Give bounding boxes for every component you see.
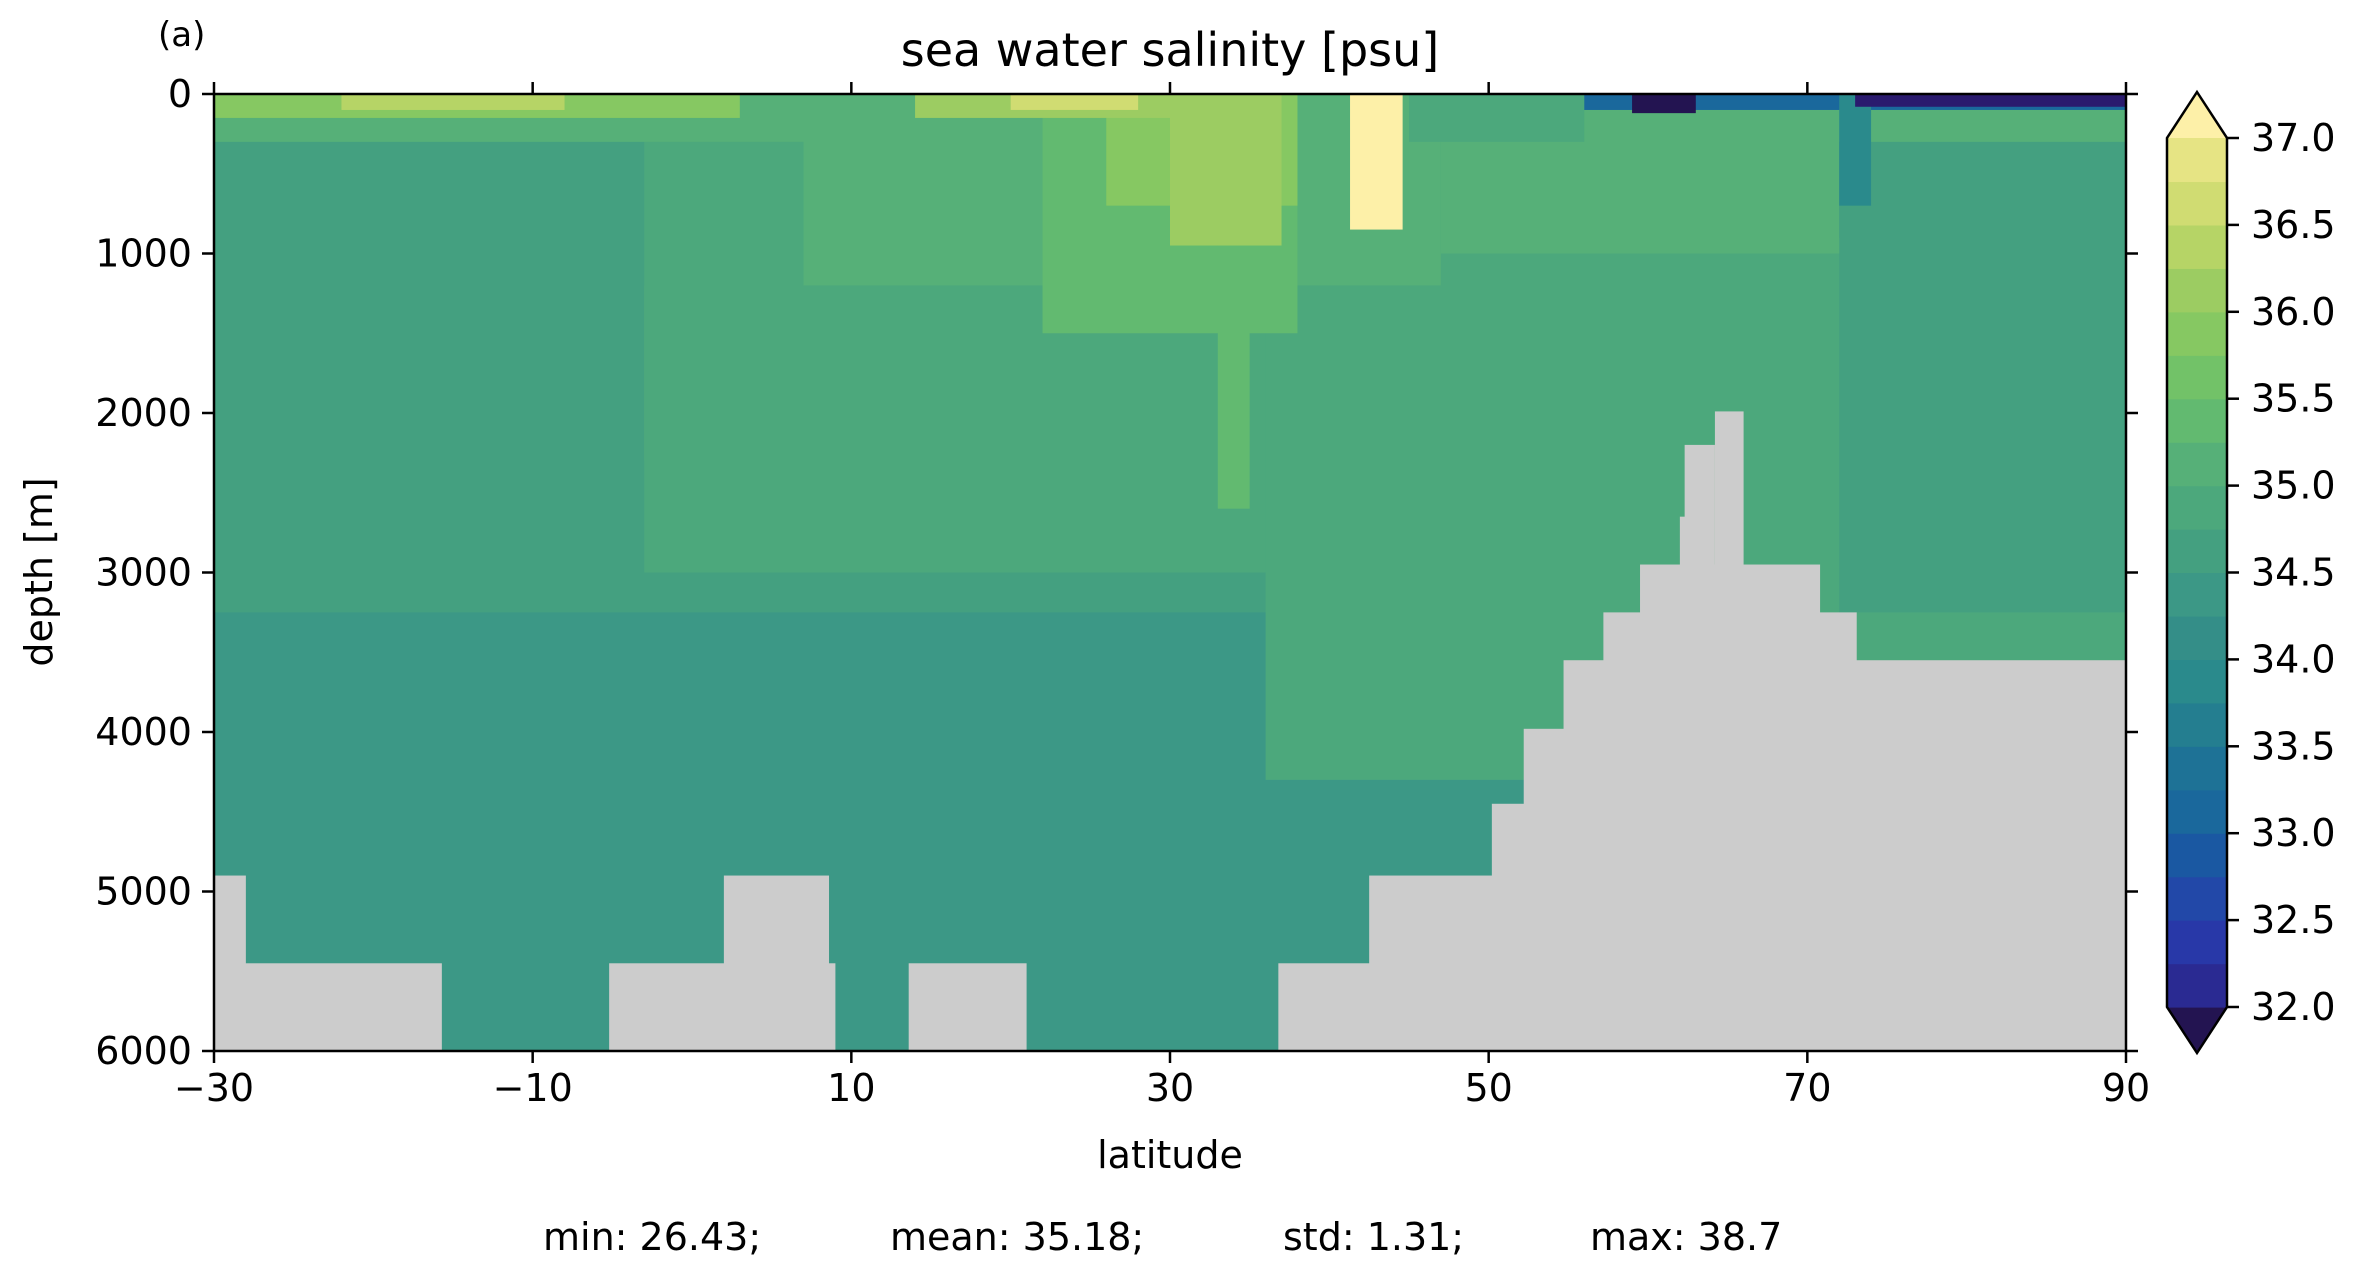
colorbar-band xyxy=(2167,529,2227,574)
colorbar-band xyxy=(2167,398,2227,443)
colorbar-tick-label: 33.0 xyxy=(2251,811,2336,855)
colorbar-tick-label: 37.0 xyxy=(2251,116,2336,160)
salinity-cell-25 xyxy=(1632,94,1696,114)
colorbar-band xyxy=(2167,920,2227,965)
colorbar-band xyxy=(2167,224,2227,269)
colorbar-band xyxy=(2167,615,2227,660)
colorbar-tick-label: 32.0 xyxy=(2251,985,2336,1029)
colorbar-tick-label: 32.5 xyxy=(2251,898,2336,942)
land-cell-3 xyxy=(723,875,830,1051)
y-axis: 0 1000 2000 3000 4000 5000 6000 xyxy=(95,72,2138,1073)
colorbar-band xyxy=(2167,659,2227,704)
colorbar-band xyxy=(2167,442,2227,487)
colorbar-band xyxy=(2167,789,2227,834)
salinity-cell-22 xyxy=(1409,94,1585,142)
y-tick-label: 4000 xyxy=(95,710,192,754)
y-tick-label: 3000 xyxy=(95,551,192,595)
x-tick-label: 70 xyxy=(1783,1066,1831,1110)
stats-line: min: 26.43; mean: 35.18; std: 1.31; max:… xyxy=(543,1215,1782,1259)
colorbar-over-triangle xyxy=(2167,92,2227,138)
y-tick-label: 0 xyxy=(168,72,192,116)
x-tick-label: −10 xyxy=(493,1066,573,1110)
x-axis-label: latitude xyxy=(1097,1133,1243,1177)
colorbar-tick-label: 35.5 xyxy=(2251,377,2336,421)
stat-max: max: 38.7 xyxy=(1590,1215,1782,1259)
panel-label: (a) xyxy=(158,15,205,55)
colorbar-tick-label: 33.5 xyxy=(2251,724,2336,768)
y-tick-label: 6000 xyxy=(95,1029,192,1073)
y-tick-label: 1000 xyxy=(95,232,192,276)
colorbar-band xyxy=(2167,268,2227,313)
colorbar-band xyxy=(2167,311,2227,356)
colorbar-band xyxy=(2167,355,2227,400)
x-tick-label: 90 xyxy=(2102,1066,2150,1110)
chart-title: sea water salinity [psu] xyxy=(901,23,1440,77)
salinity-cell-20 xyxy=(1010,94,1139,110)
colorbar-band xyxy=(2167,702,2227,747)
colorbar-under-triangle xyxy=(2167,1007,2227,1053)
land-cell-1 xyxy=(214,963,442,1051)
salinity-cell-26 xyxy=(1855,94,2126,107)
stat-mean: mean: 35.18; xyxy=(890,1215,1144,1259)
colorbar-band xyxy=(2167,746,2227,791)
colorbar-band xyxy=(2167,138,2227,183)
colorbar: 32.0 32.5 33.0 33.5 34.0 34.5 35.0 35.5 36.0 36.5… xyxy=(2165,89,2336,1056)
stat-min: min: 26.43; xyxy=(543,1215,761,1259)
land-cell-14 xyxy=(1714,411,1744,1051)
y-tick-label: 2000 xyxy=(95,391,192,435)
x-tick-label: 50 xyxy=(1464,1066,1512,1110)
salinity-cell-18 xyxy=(341,94,565,110)
x-tick-label: 30 xyxy=(1146,1066,1194,1110)
land-cell-17 xyxy=(2049,728,2126,1051)
colorbar-band xyxy=(2167,485,2227,530)
colorbar-tick-label: 36.0 xyxy=(2251,290,2336,334)
plot-area xyxy=(214,94,2126,1051)
salinity-cell-24 xyxy=(1839,94,1872,206)
salinity-cell-21 xyxy=(1350,94,1403,230)
colorbar-band xyxy=(2167,963,2227,1008)
y-axis-label: depth [m] xyxy=(17,477,61,666)
colorbar-band xyxy=(2167,572,2227,617)
colorbar-tick-label: 34.0 xyxy=(2251,637,2336,681)
land-mask xyxy=(214,411,2126,1051)
y-tick-label: 5000 xyxy=(95,870,192,914)
land-cell-13 xyxy=(1684,444,1715,1051)
land-cell-4 xyxy=(908,963,1027,1051)
colorbar-tick-label: 36.5 xyxy=(2251,203,2336,247)
colorbar-band xyxy=(2167,876,2227,921)
x-tick-label: 10 xyxy=(827,1066,875,1110)
stat-std: std: 1.31; xyxy=(1283,1215,1464,1259)
colorbar-tick-label: 34.5 xyxy=(2251,551,2336,595)
colorbar-tick-label: 35.0 xyxy=(2251,464,2336,508)
salinity-cell-16 xyxy=(1170,94,1282,246)
x-axis: −30 −10 10 30 50 70 90 xyxy=(174,82,2150,1110)
colorbar-band xyxy=(2167,833,2227,878)
x-tick-label: −30 xyxy=(174,1066,254,1110)
colorbar-band xyxy=(2167,181,2227,226)
